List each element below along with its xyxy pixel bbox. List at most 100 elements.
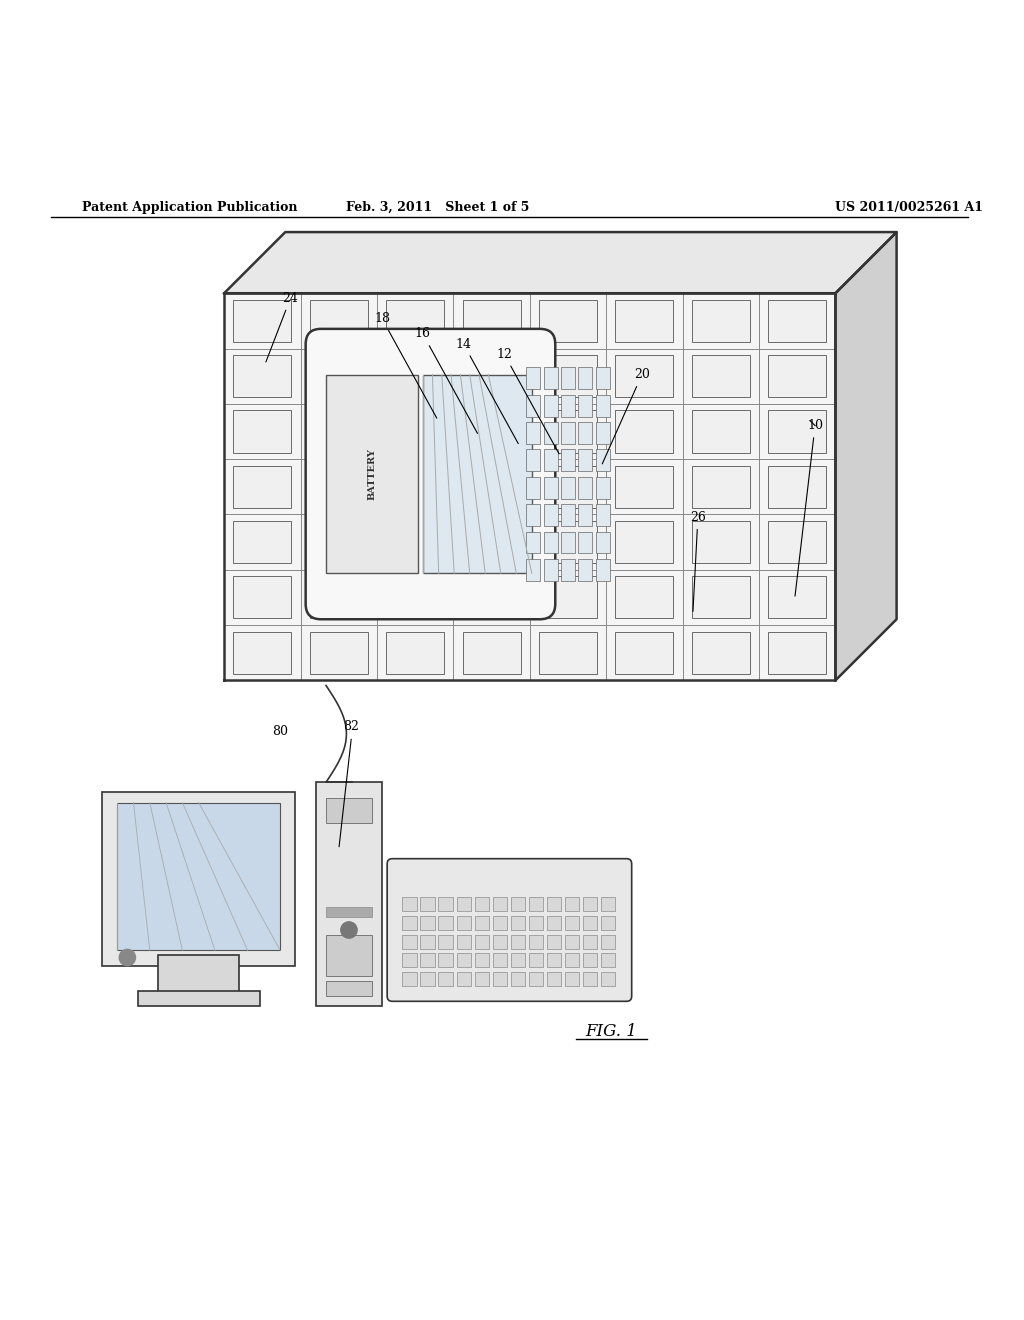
Bar bbox=[547, 935, 561, 949]
Bar bbox=[583, 972, 597, 986]
Bar bbox=[326, 981, 372, 997]
Bar bbox=[539, 466, 597, 508]
Bar bbox=[309, 521, 368, 564]
Bar bbox=[511, 972, 525, 986]
Bar bbox=[309, 632, 368, 673]
Bar bbox=[561, 532, 574, 553]
Bar bbox=[474, 953, 489, 968]
Bar bbox=[438, 972, 453, 986]
Text: 80: 80 bbox=[272, 725, 288, 738]
Bar bbox=[564, 935, 580, 949]
Bar bbox=[326, 375, 418, 573]
Polygon shape bbox=[836, 232, 897, 680]
Bar bbox=[457, 898, 471, 911]
Bar bbox=[528, 898, 543, 911]
Bar bbox=[539, 521, 597, 564]
Bar bbox=[438, 916, 453, 931]
Bar bbox=[511, 953, 525, 968]
Bar bbox=[601, 898, 615, 911]
Bar bbox=[692, 521, 750, 564]
Bar bbox=[596, 367, 609, 389]
Bar bbox=[463, 466, 520, 508]
Bar bbox=[474, 935, 489, 949]
Text: Feb. 3, 2011   Sheet 1 of 5: Feb. 3, 2011 Sheet 1 of 5 bbox=[346, 201, 529, 214]
Bar bbox=[511, 916, 525, 931]
Circle shape bbox=[119, 949, 135, 966]
Bar bbox=[463, 300, 520, 342]
Bar bbox=[692, 355, 750, 397]
Bar bbox=[117, 803, 281, 950]
Bar bbox=[309, 577, 368, 619]
Text: 14: 14 bbox=[456, 338, 518, 444]
Bar bbox=[579, 367, 592, 389]
Bar bbox=[583, 916, 597, 931]
Bar bbox=[768, 355, 826, 397]
Bar bbox=[402, 935, 417, 949]
Bar bbox=[438, 935, 453, 949]
Bar bbox=[526, 367, 541, 389]
Bar bbox=[547, 953, 561, 968]
Bar bbox=[579, 449, 592, 471]
FancyBboxPatch shape bbox=[387, 859, 632, 1002]
Bar bbox=[493, 935, 507, 949]
Bar bbox=[596, 422, 609, 444]
Bar bbox=[528, 953, 543, 968]
Bar bbox=[544, 477, 558, 499]
Text: Patent Application Publication: Patent Application Publication bbox=[82, 201, 297, 214]
Bar bbox=[528, 916, 543, 931]
Bar bbox=[579, 532, 592, 553]
Bar bbox=[310, 334, 550, 614]
Bar bbox=[579, 477, 592, 499]
Bar bbox=[544, 422, 558, 444]
Bar bbox=[564, 972, 580, 986]
Bar bbox=[561, 449, 574, 471]
Bar bbox=[493, 898, 507, 911]
Bar bbox=[596, 449, 609, 471]
Bar bbox=[564, 953, 580, 968]
Bar bbox=[386, 355, 444, 397]
Bar bbox=[233, 577, 292, 619]
Bar bbox=[528, 972, 543, 986]
Bar bbox=[526, 477, 541, 499]
Bar bbox=[326, 797, 372, 822]
Bar bbox=[421, 898, 435, 911]
Bar bbox=[601, 953, 615, 968]
Bar bbox=[309, 466, 368, 508]
Bar bbox=[539, 300, 597, 342]
Bar bbox=[768, 300, 826, 342]
Bar bbox=[583, 898, 597, 911]
Bar bbox=[561, 504, 574, 527]
Bar bbox=[692, 466, 750, 508]
Bar bbox=[539, 355, 597, 397]
Bar bbox=[561, 477, 574, 499]
Bar bbox=[463, 355, 520, 397]
Bar bbox=[539, 411, 597, 453]
Bar bbox=[561, 558, 574, 581]
Bar bbox=[561, 367, 574, 389]
Bar bbox=[547, 916, 561, 931]
Bar bbox=[768, 577, 826, 619]
Bar bbox=[474, 972, 489, 986]
Bar bbox=[561, 395, 574, 417]
Bar bbox=[511, 935, 525, 949]
Bar bbox=[402, 953, 417, 968]
Bar bbox=[596, 558, 609, 581]
Bar bbox=[457, 972, 471, 986]
Circle shape bbox=[341, 921, 357, 939]
Bar bbox=[615, 300, 674, 342]
Bar bbox=[474, 898, 489, 911]
Bar bbox=[544, 558, 558, 581]
Bar bbox=[493, 953, 507, 968]
Bar bbox=[158, 956, 240, 997]
Bar bbox=[386, 521, 444, 564]
Bar bbox=[544, 367, 558, 389]
Bar bbox=[615, 411, 674, 453]
Bar bbox=[233, 355, 292, 397]
Bar bbox=[579, 504, 592, 527]
Bar bbox=[386, 300, 444, 342]
Bar bbox=[386, 632, 444, 673]
Text: 82: 82 bbox=[344, 719, 359, 733]
Bar bbox=[583, 935, 597, 949]
Bar bbox=[561, 422, 574, 444]
Text: US 2011/0025261 A1: US 2011/0025261 A1 bbox=[836, 201, 983, 214]
